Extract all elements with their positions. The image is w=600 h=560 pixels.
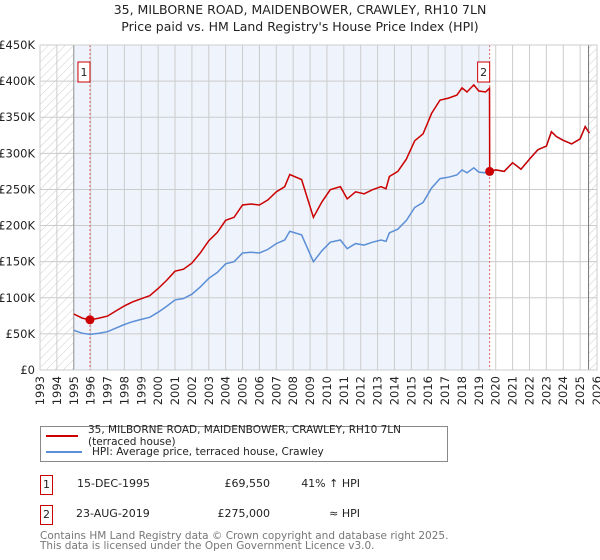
y-tick-label: £150K [0,255,35,269]
x-tick-label: 2001 [168,376,182,405]
legend-item-property: 35, MILBORNE ROAD, MAIDENBOWER, CRAWLEY,… [46,424,447,448]
legend-item-hpi: HPI: Average price, terraced house, Craw… [46,444,324,460]
footer-licence: This data is licensed under the Open Gov… [40,540,375,552]
x-tick-label: 2023 [539,376,553,405]
x-tick-label: 2026 [590,376,600,405]
y-tick-label: £350K [0,110,35,124]
legend-swatch-property [46,435,78,437]
x-tick-label: 2013 [371,376,385,405]
x-tick-label: 2016 [421,376,435,405]
sale-badge: 1 [40,475,53,495]
x-tick-label: 2018 [455,376,469,405]
x-tick-label: 1999 [134,376,148,405]
x-tick-label: 2017 [438,376,452,405]
x-tick-label: 2019 [472,376,486,405]
property-price-line [73,83,591,321]
footer-copyright: Contains HM Land Registry data © Crown c… [40,530,449,542]
sale-hpi-note: 41% ↑ HPI [301,477,360,490]
x-tick-label: 2022 [522,376,536,405]
x-tick-label: 2004 [219,376,233,405]
sale-label: 1 [80,66,87,79]
y-tick-label: £400K [0,74,35,88]
chart-subtitle: Price paid vs. HM Land Registry's House … [121,19,479,34]
x-tick-label: 2012 [354,376,368,405]
x-tick-label: 1997 [101,376,115,405]
legend-swatch-hpi [46,451,82,453]
x-tick-label: 1996 [84,376,98,405]
y-tick-label: £100K [0,291,35,305]
x-tick-label: 1995 [67,376,81,405]
x-tick-label: 2020 [489,376,503,405]
y-tick-label: £300K [0,146,35,160]
legend: 35, MILBORNE ROAD, MAIDENBOWER, CRAWLEY,… [40,424,448,462]
x-tick-label: 2024 [556,376,570,405]
x-tick-label: 2011 [337,376,351,405]
x-tick-label: 2025 [573,376,587,405]
y-tick-label: £450K [0,38,35,52]
x-tick-label: 2010 [320,376,334,405]
hatched-region-after [588,45,597,370]
sale-label-box [477,61,491,83]
x-tick-label: 1994 [50,376,64,405]
legend-label-property: 35, MILBORNE ROAD, MAIDENBOWER, CRAWLEY,… [88,424,401,448]
x-tick-label: 2021 [506,376,520,405]
sale-point [485,166,495,176]
x-tick-label: 2000 [151,376,165,405]
x-tick-label: 1993 [33,376,47,405]
x-tick-label: 2005 [236,376,250,405]
x-tick-label: 2015 [404,376,418,405]
x-tick-label: 2002 [185,376,199,405]
chart-title: 35, MILBORNE ROAD, MAIDENBOWER, CRAWLEY,… [113,2,487,17]
sale-date: 15-DEC-1995 [77,477,151,490]
sale-point [85,315,95,325]
x-tick-label: 2009 [303,376,317,405]
y-tick-label: £0 [20,363,35,377]
sale-price: £69,550 [224,477,271,490]
sale-period-shade [73,45,490,370]
x-tick-label: 1998 [117,376,131,405]
sale-hpi-note: ≈ HPI [329,507,360,520]
sale-price: £275,000 [217,507,271,520]
sale-label-box [77,61,91,83]
x-tick-label: 2007 [269,376,283,405]
plot-area: 1993 1994 1995 1996 1997 1998 1999 2000 2001 2002… [0,38,600,405]
x-tick-label: 2008 [286,376,300,405]
plot-border [39,44,598,371]
x-tick-label: 2003 [202,376,216,405]
legend-label-hpi: HPI: Average price, terraced house, Craw… [92,446,324,458]
y-tick-label: £250K [0,182,35,196]
sale-row-2: 2 23-AUG-2019 £275,000 ≈ HPI [40,505,440,525]
sale-label: 2 [480,66,487,79]
y-tick-label: £50K [6,327,36,341]
sale-badge: 2 [40,505,53,525]
x-tick-label: 2006 [252,376,266,405]
y-tick-label: £200K [0,219,35,233]
sale-row-1: 1 15-DEC-1995 £69,550 41% ↑ HPI [40,475,440,495]
x-tick-label: 2014 [387,376,401,405]
sale-date: 23-AUG-2019 [76,507,150,520]
